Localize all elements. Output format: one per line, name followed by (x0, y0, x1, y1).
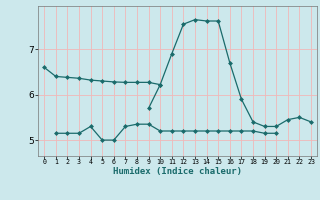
X-axis label: Humidex (Indice chaleur): Humidex (Indice chaleur) (113, 167, 242, 176)
